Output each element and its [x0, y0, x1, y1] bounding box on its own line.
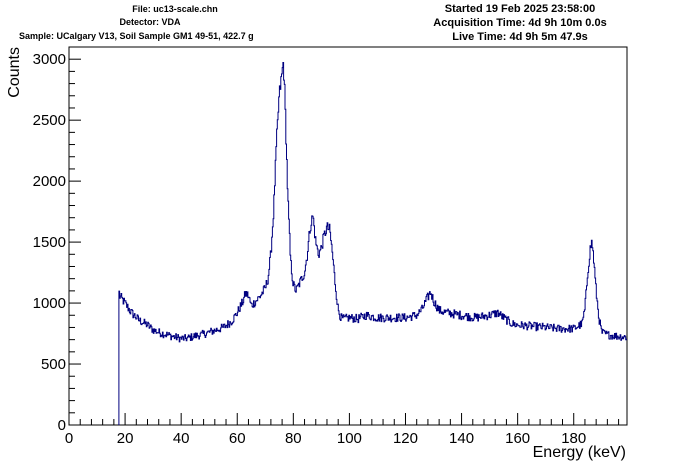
acquisition-time-label: Acquisition Time: 4d 9h 10m 0.0s	[433, 17, 607, 29]
x-axis-title: Energy (keV)	[533, 444, 626, 461]
plot-frame	[68, 46, 628, 426]
sample-label: Sample: UCalgary V13, Soil Sample GM1 49…	[19, 31, 254, 41]
y-tick-label: 2500	[33, 112, 66, 129]
live-time-label: Live Time: 4d 9h 5m 47.9s	[452, 31, 588, 43]
y-axis: 0 500 1000 1500 2000 2500 3000	[33, 46, 81, 434]
x-tick-label: 20	[117, 430, 134, 447]
y-tick-label: 1000	[33, 295, 66, 312]
y-tick-label: 1500	[33, 234, 66, 251]
x-tick-label: 140	[449, 430, 474, 447]
x-tick-label: 160	[505, 430, 530, 447]
y-tick-label: 2000	[33, 173, 66, 190]
x-tick-label: 120	[393, 430, 418, 447]
x-axis: 0 20 40 60 80 100 120 140 160 180	[65, 413, 620, 447]
file-name-label: File: uc13-scale.chn	[132, 4, 218, 14]
y-axis-title: Counts	[6, 47, 23, 98]
x-tick-label: 80	[285, 430, 302, 447]
x-tick-label: 60	[229, 430, 246, 447]
started-label: Started 19 Feb 2025 23:58:00	[444, 3, 596, 15]
detector-label: Detector: VDA	[119, 17, 181, 27]
x-tick-label: 40	[173, 430, 190, 447]
y-tick-label: 3000	[33, 51, 66, 68]
x-tick-label: 0	[65, 430, 73, 447]
x-tick-label: 100	[337, 430, 362, 447]
y-tick-label: 500	[41, 356, 66, 373]
x-tick-label: 180	[561, 430, 586, 447]
y-tick-label: 0	[58, 417, 66, 434]
spectrum-series-line	[118, 62, 627, 425]
